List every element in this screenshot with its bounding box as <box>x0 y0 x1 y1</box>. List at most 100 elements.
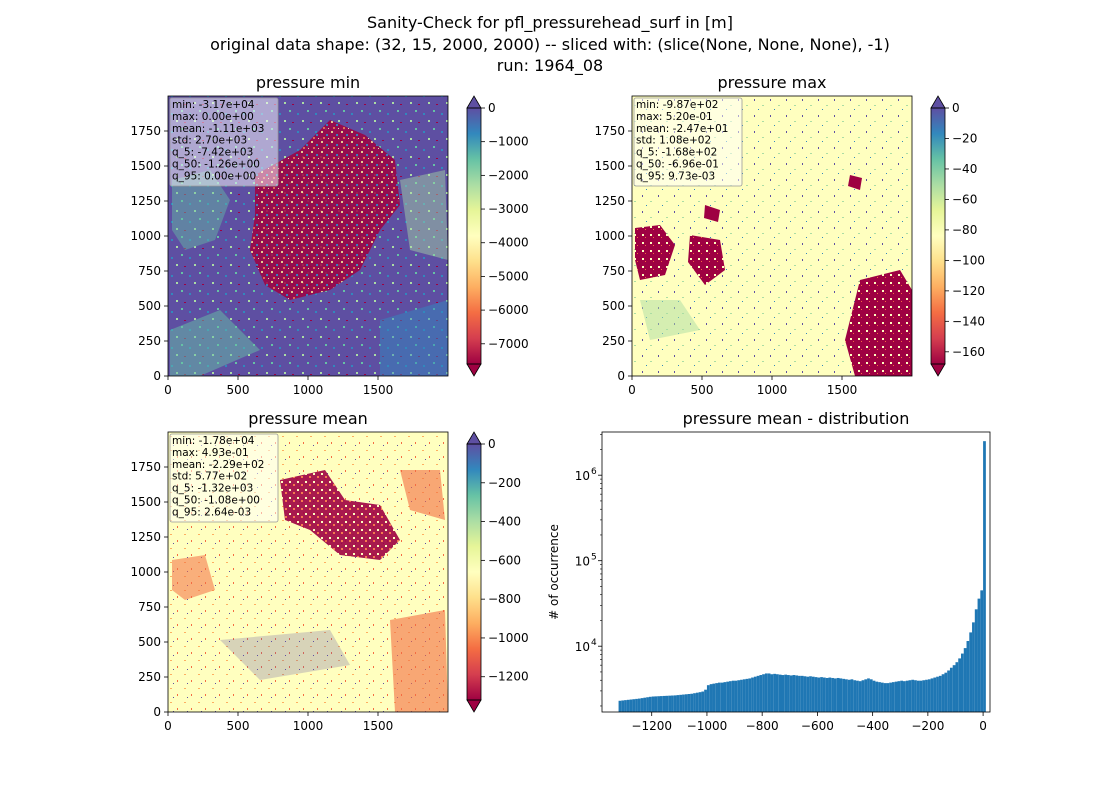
panel-2-xtick-label: 1500 <box>363 719 394 733</box>
hist-bar <box>787 675 790 712</box>
panel-1-cbar-tick-label: −60 <box>952 192 977 206</box>
panel-2-colorbar <box>467 444 481 700</box>
hist-bar <box>618 700 622 712</box>
hist-bar <box>955 662 959 712</box>
panel-0-stat-line: min: -3.17e+04 <box>172 99 255 111</box>
panel-2-xtick-label: 0 <box>164 719 172 733</box>
panel-1-xtick-label: 500 <box>691 383 714 397</box>
hist-bar <box>762 674 765 712</box>
hist-bar <box>949 667 953 712</box>
hist-bar <box>695 692 699 712</box>
hist-bar <box>911 679 915 712</box>
hist-bar <box>654 696 658 712</box>
hist-bar <box>704 689 707 712</box>
hist-bar <box>798 675 801 712</box>
hist-bar <box>908 680 912 712</box>
hist-frame <box>601 431 991 713</box>
hist-bar <box>858 681 862 712</box>
hist-bar <box>648 696 652 712</box>
hist-bar <box>980 590 984 712</box>
hist-xtick-label: −600 <box>801 719 834 733</box>
panel-0-cbar-tick-label: −1000 <box>488 135 529 149</box>
panel-0-colorbar <box>467 108 481 364</box>
hist-bar <box>963 648 967 712</box>
hist-bar <box>875 681 879 712</box>
hist-bar <box>814 677 818 712</box>
panel-2-cbar-tick-label: 0 <box>488 437 496 451</box>
hist-bar <box>947 670 950 712</box>
hist-ytick-exponent: 5 <box>591 553 597 563</box>
hist-bar <box>662 695 666 712</box>
hist-bar <box>759 675 763 712</box>
hist-bar <box>869 679 873 712</box>
panel-1-cbar-tick-label: −120 <box>952 284 985 298</box>
hist-bar <box>872 680 876 712</box>
hist-bar <box>676 695 680 712</box>
hist-bar <box>842 678 846 712</box>
panel-1-stat-line: min: -9.87e+02 <box>636 99 718 111</box>
hist-bar <box>847 679 851 712</box>
panel-1-ytick-label: 1750 <box>594 124 625 138</box>
hist-bar <box>952 665 956 712</box>
panel-1-xtick-label: 0 <box>628 383 636 397</box>
hist-xtick-label: 0 <box>979 719 987 733</box>
hist-bar <box>753 676 757 712</box>
hist-bar <box>748 678 752 712</box>
hist-bar <box>723 682 727 712</box>
hist-bar <box>820 677 823 712</box>
hist-bar <box>944 672 948 712</box>
hist-xtick-label: −200 <box>911 719 944 733</box>
panel-0-ytick-label: 750 <box>138 264 161 278</box>
panel-0-cbar-tick-label: −7000 <box>488 337 529 351</box>
panel-0-cbar-tick-label: 0 <box>488 101 496 115</box>
panel-2-stat-line: mean: -2.29e+02 <box>172 459 264 471</box>
hist-bar <box>726 681 730 712</box>
hist-bar <box>734 680 738 712</box>
hist-bar <box>809 676 812 712</box>
panel-2-xtick-label: 1000 <box>293 719 324 733</box>
hist-bar <box>856 680 859 712</box>
panel-1-xtick-label: 1500 <box>827 383 858 397</box>
hist-xtick-label: −1200 <box>631 719 672 733</box>
hist-bar <box>961 653 964 712</box>
hist-bar <box>698 692 702 712</box>
panel-0-ytick-label: 250 <box>138 334 161 348</box>
hist-bar <box>665 695 669 712</box>
hist-bar <box>778 674 782 712</box>
figure-title-line-1: Sanity-Check for pfl_pressurehead_surf i… <box>367 13 733 32</box>
hist-bar <box>828 677 832 712</box>
hist-bar <box>889 682 892 712</box>
panel-2-ytick-label: 1500 <box>130 495 161 509</box>
hist-bar <box>717 682 721 712</box>
panel-2-cbar-tick-label: −1200 <box>488 670 529 684</box>
panel-1-ytick-label: 1500 <box>594 159 625 173</box>
panel-1-stat-line: max: 5.20e-01 <box>636 111 713 123</box>
panel-1-ytick-label: 1000 <box>594 229 625 243</box>
hist-xtick-label: −400 <box>856 719 889 733</box>
panel-1-cbar-tick-label: 0 <box>952 101 960 115</box>
panel-2-ytick-label: 1250 <box>130 530 161 544</box>
hist-bar <box>740 679 743 712</box>
panel-2-ytick-label: 250 <box>138 670 161 684</box>
panel-2-cbar-tick-label: −600 <box>488 553 521 567</box>
hist-ytick-label: 10 <box>575 640 590 654</box>
hist-ytick-exponent: 6 <box>591 467 597 477</box>
panel-1-stat-line: q_95: 9.73e-03 <box>636 170 715 182</box>
hist-bar <box>883 683 887 712</box>
panel-1-cbar-tick-label: −80 <box>952 223 977 237</box>
hist-bar <box>657 696 660 712</box>
panel-0-xtick-label: 0 <box>164 383 172 397</box>
hist-bar <box>775 674 779 712</box>
panel-0-cbar-tick-label: −5000 <box>488 269 529 283</box>
panel-0-stats-box <box>169 97 279 187</box>
hist-bar <box>938 675 942 712</box>
hist-bar <box>897 681 901 712</box>
hist-bar <box>905 680 909 712</box>
panel-2-colorbar-extend-min <box>466 699 482 713</box>
hist-bar <box>682 694 685 712</box>
panel-0-ytick-label: 500 <box>138 299 161 313</box>
panel-0-xtick-label: 1500 <box>363 383 394 397</box>
panel-0-ytick-label: 1500 <box>130 159 161 173</box>
